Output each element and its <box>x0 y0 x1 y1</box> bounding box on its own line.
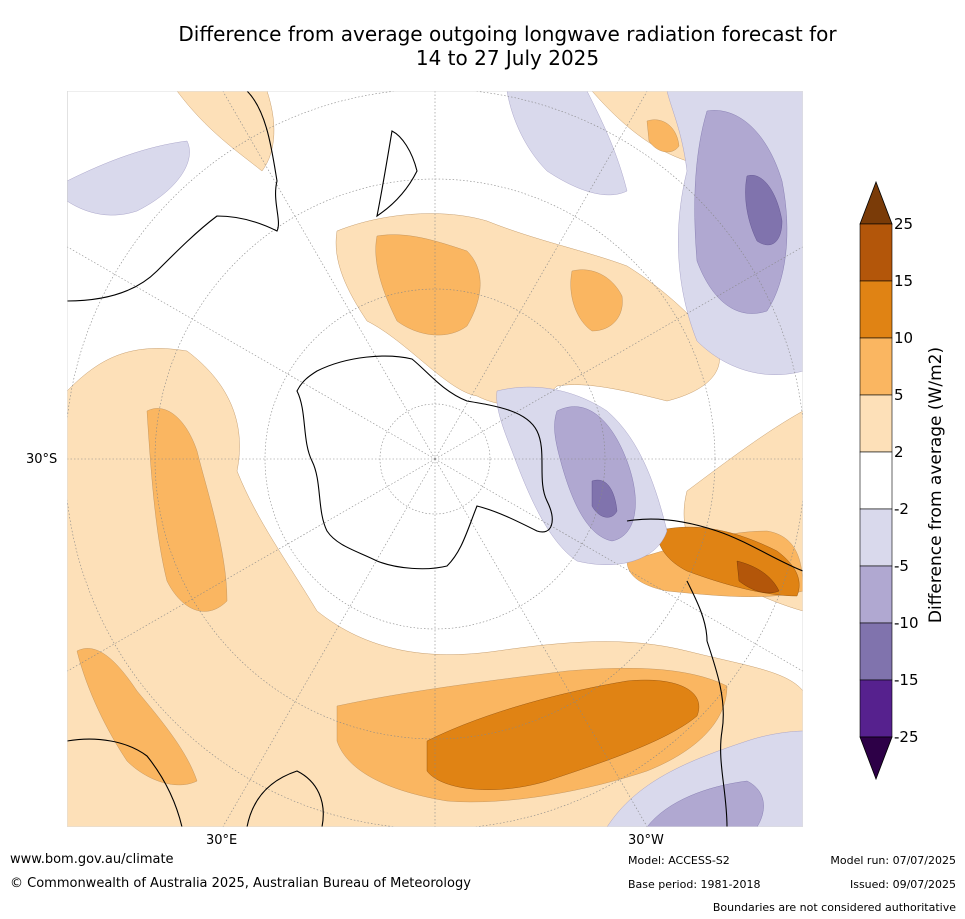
copyright-text: © Commonwealth of Australia 2025, Austra… <box>10 876 471 891</box>
south-america-coast <box>626 518 803 827</box>
colorbar-extend-top <box>859 180 893 225</box>
antarctica-coast <box>296 355 553 570</box>
colorbar-tick-label: 25 <box>894 215 913 233</box>
colorbar-tick-label: -10 <box>894 614 919 632</box>
anomaly-positive-15-25 <box>736 560 780 594</box>
title-line-1: Difference from average outgoing longwav… <box>178 22 837 46</box>
australia-coast <box>67 91 279 302</box>
coastlines <box>67 91 803 827</box>
colorbar-tick-label: -2 <box>894 500 909 518</box>
colorbar-swatch <box>859 679 893 738</box>
colorbar-tick-label: 15 <box>894 272 913 290</box>
model-name: Model: ACCESS-S2 <box>628 854 730 867</box>
colorbar-swatch <box>859 451 893 510</box>
anomaly-negative-10-15 <box>591 175 783 518</box>
model-run-date: Model run: 07/07/2025 <box>830 854 956 867</box>
disclaimer: Boundaries are not considered authoritat… <box>712 901 956 914</box>
latitude-label: 30°S <box>26 452 58 467</box>
colorbar-tick-label: 2 <box>894 443 904 461</box>
colorbar-tick-label: 10 <box>894 329 913 347</box>
colorbar-tick-label: -15 <box>894 671 919 689</box>
issued-date: Issued: 09/07/2025 <box>849 878 956 891</box>
colorbar-tick-label: -25 <box>894 728 919 746</box>
base-period: Base period: 1981-2018 <box>628 878 761 891</box>
colorbar-swatch <box>859 622 893 681</box>
longitude-label-30w: 30°W <box>628 833 664 848</box>
title-line-2: 14 to 27 July 2025 <box>415 46 600 70</box>
map-title: Difference from average outgoing longwav… <box>130 22 885 70</box>
africa-coast <box>67 738 324 827</box>
colorbar-swatch <box>859 508 893 567</box>
colorbar-swatch <box>859 223 893 282</box>
website-link[interactable]: www.bom.gov.au/climate <box>10 852 174 867</box>
new-zealand-coast <box>376 130 418 218</box>
colorbar-tick-label: -5 <box>894 557 909 575</box>
colorbar-swatch <box>859 565 893 624</box>
colorbar-swatch <box>859 394 893 453</box>
colorbar-swatch <box>859 280 893 339</box>
colorbar: 25 15 10 5 2 -2 -5 -10 -15 -25 <box>859 180 919 781</box>
graticule <box>67 91 803 827</box>
anomaly-map <box>67 91 803 827</box>
colorbar-title: Difference from average (W/m2) <box>926 346 946 624</box>
colorbar-swatch <box>859 337 893 396</box>
longitude-label-30e: 30°E <box>206 833 238 848</box>
colorbar-extend-bottom <box>859 736 893 781</box>
colorbar-tick-label: 5 <box>894 386 904 404</box>
